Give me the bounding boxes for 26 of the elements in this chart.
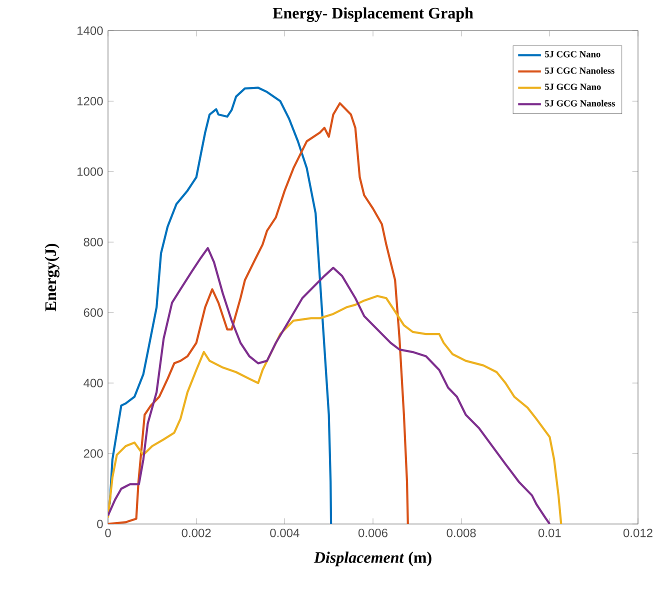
y-tick-label: 1000	[78, 167, 103, 176]
y-tick-label: 200	[84, 449, 103, 458]
line-series	[108, 247, 551, 524]
x-tick-label: 0.008	[446, 528, 476, 538]
x-tick-label: 0	[105, 528, 111, 538]
x-axis-title: Displacement (m)	[314, 552, 432, 566]
legend-label: 5J GCG Nanoless	[545, 100, 615, 106]
line-series	[108, 86, 332, 524]
x-tick-label: 0.006	[358, 528, 388, 538]
x-tick-label: 0.002	[182, 528, 211, 538]
x-tick-label: 0.004	[270, 528, 300, 538]
y-tick-label: 800	[84, 238, 103, 246]
y-axis-title: Energy(J)	[44, 244, 60, 312]
x-tick-label: 0.012	[623, 528, 652, 538]
x-tick-label: 0.01	[538, 528, 561, 538]
y-tick-label: 1400	[78, 26, 103, 35]
y-tick-label: 0	[97, 520, 103, 528]
legend-label: 5J CGC Nanoless	[545, 67, 614, 74]
y-tick-label: 1200	[78, 96, 103, 106]
legend-label: 5J GCG Nano	[545, 84, 601, 90]
chart-title: Energy- Displacement Graph	[272, 7, 474, 22]
y-tick-label: 600	[84, 308, 103, 317]
legend-label: 5J CGC Nano	[545, 51, 600, 58]
line-series	[108, 294, 562, 524]
y-tick-label: 400	[84, 378, 103, 388]
line-series	[108, 102, 409, 524]
